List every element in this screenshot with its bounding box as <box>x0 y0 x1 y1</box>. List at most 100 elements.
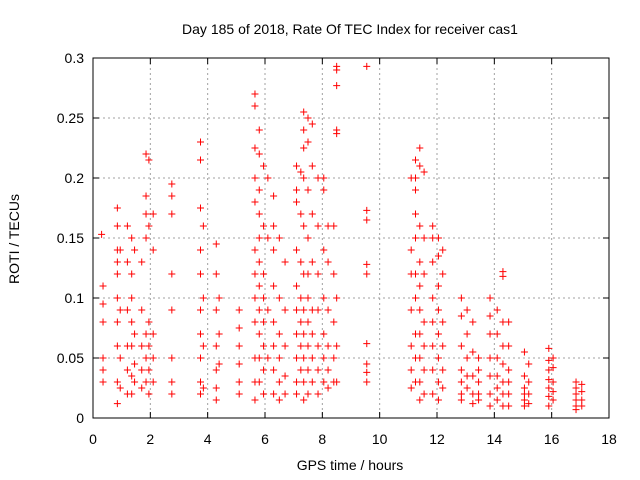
data-point-marker <box>416 354 424 362</box>
data-point-marker <box>168 354 176 362</box>
data-point-marker <box>412 270 419 278</box>
data-point-marker <box>416 162 424 170</box>
data-point-marker <box>251 318 259 326</box>
data-point-marker <box>549 396 557 404</box>
data-point-marker <box>275 354 283 362</box>
data-point-marker <box>429 318 437 326</box>
data-point-marker <box>429 390 437 398</box>
data-point-marker <box>416 306 424 314</box>
data-point-marker <box>412 186 419 194</box>
data-point-marker <box>235 306 243 314</box>
data-point-marker <box>270 342 278 350</box>
data-point-marker <box>308 120 316 128</box>
data-point-marker <box>412 156 419 164</box>
data-point-marker <box>308 330 316 338</box>
data-point-marker <box>300 330 308 338</box>
y-tick-label: 0.25 <box>57 110 84 126</box>
data-point-marker <box>416 378 424 386</box>
data-point-marker <box>545 366 553 374</box>
data-point-marker <box>304 138 312 146</box>
data-point-marker <box>275 378 283 386</box>
data-point-marker <box>505 318 513 326</box>
data-point-marker <box>439 366 447 374</box>
data-point-marker <box>260 390 268 398</box>
data-point-marker <box>363 360 371 368</box>
data-point-marker <box>275 396 283 404</box>
data-point-marker <box>333 66 341 74</box>
data-point-marker <box>197 246 204 254</box>
data-point-marker <box>412 294 419 302</box>
data-point-marker <box>113 270 121 278</box>
data-point-marker <box>320 246 328 254</box>
data-point-marker <box>505 390 513 398</box>
data-point-marker <box>297 258 305 266</box>
data-point-marker <box>128 234 136 242</box>
data-point-marker <box>293 246 301 254</box>
data-point-marker <box>545 376 553 384</box>
y-tick-label: 0.05 <box>57 350 84 366</box>
data-point-marker <box>123 258 131 266</box>
data-point-marker <box>149 246 157 254</box>
data-point-marker <box>308 162 316 170</box>
data-point-marker <box>212 306 220 314</box>
data-point-marker <box>304 390 312 398</box>
data-point-marker <box>131 378 139 386</box>
data-point-marker <box>255 354 263 362</box>
data-point-marker <box>520 372 528 380</box>
data-point-marker <box>300 378 308 386</box>
data-point-marker <box>281 258 289 266</box>
data-point-marker <box>549 354 557 362</box>
data-point-marker <box>145 390 153 398</box>
data-point-marker <box>142 378 150 386</box>
data-point-marker <box>420 168 428 176</box>
data-point-marker <box>99 318 107 326</box>
data-point-marker <box>363 260 371 268</box>
data-point-marker <box>138 366 146 374</box>
data-point-marker <box>149 330 157 338</box>
data-point-marker <box>197 138 204 146</box>
data-point-marker <box>142 354 150 362</box>
x-tick-label: 0 <box>89 431 97 447</box>
data-point-marker <box>304 114 312 122</box>
data-point-marker <box>113 378 121 386</box>
data-point-marker <box>293 378 301 386</box>
data-point-marker <box>264 354 272 362</box>
data-point-marker <box>572 384 580 392</box>
data-point-marker <box>429 294 437 302</box>
data-point-marker <box>469 318 477 326</box>
data-point-marker <box>255 330 263 338</box>
data-point-marker <box>308 210 316 218</box>
data-point-marker <box>293 306 301 314</box>
data-point-marker <box>297 168 305 176</box>
data-point-marker <box>293 198 301 206</box>
data-point-marker <box>457 366 465 374</box>
data-point-marker <box>128 342 136 350</box>
data-point-marker <box>304 234 312 242</box>
data-point-marker <box>300 222 308 230</box>
data-point-marker <box>333 378 341 386</box>
data-point-marker <box>260 270 268 278</box>
data-point-marker <box>142 234 150 242</box>
data-point-marker <box>420 270 428 278</box>
data-point-marker <box>297 342 305 350</box>
data-point-marker <box>145 366 153 374</box>
data-point-marker <box>113 294 121 302</box>
data-point-marker <box>416 144 424 152</box>
data-point-marker <box>255 258 263 266</box>
x-tick-label: 18 <box>601 431 617 447</box>
x-tick-label: 10 <box>372 431 388 447</box>
data-point-marker <box>270 318 278 326</box>
data-point-marker <box>520 402 528 410</box>
y-axis-label: ROTI / TECUs <box>6 194 22 284</box>
data-point-marker <box>578 380 586 388</box>
data-point-marker <box>457 294 465 302</box>
data-point-marker <box>434 378 442 386</box>
data-point-marker <box>545 356 553 364</box>
data-point-marker <box>270 366 278 374</box>
data-point-marker <box>251 198 259 206</box>
data-point-marker <box>235 378 243 386</box>
data-point-marker <box>505 366 513 374</box>
data-point-marker <box>324 366 332 374</box>
data-point-marker <box>255 126 263 134</box>
